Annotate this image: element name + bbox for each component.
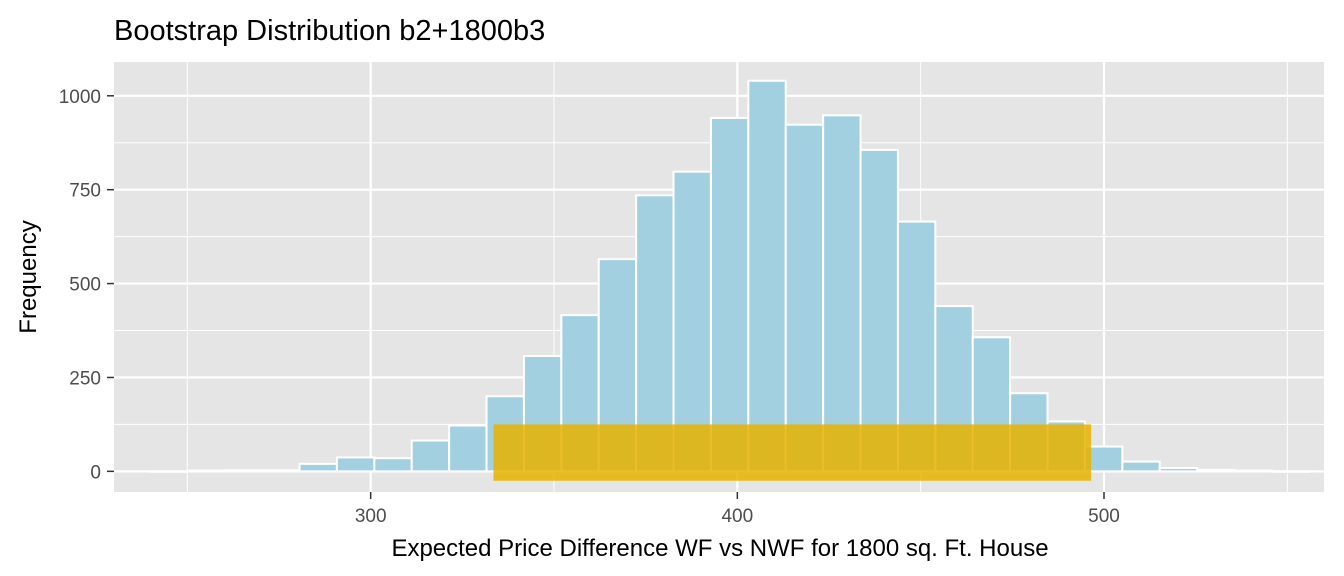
- histogram-bar: [261, 469, 301, 473]
- x-tick-label: 500: [1088, 506, 1120, 527]
- histogram-bar: [672, 170, 712, 473]
- histogram-bar: [1121, 460, 1161, 473]
- y-tick-label: 1000: [59, 87, 101, 108]
- histogram-bar: [784, 123, 825, 473]
- histogram-bar: [148, 470, 189, 473]
- histogram-bar: [709, 116, 750, 473]
- histogram-bar: [1270, 470, 1311, 473]
- histogram-bar: [298, 462, 338, 473]
- histogram-bar: [822, 114, 862, 473]
- y-tick-label: 750: [69, 181, 101, 202]
- y-axis-title: Frequency: [15, 220, 42, 333]
- histogram-bar: [859, 148, 899, 473]
- histogram-bar: [448, 424, 488, 473]
- confidence-interval-band: [493, 424, 1092, 481]
- y-axis: 0 250 500 750 1000: [59, 87, 114, 483]
- interval-rect: [493, 424, 1092, 481]
- histogram-bar: [186, 469, 226, 473]
- x-tick-label: 300: [355, 506, 387, 527]
- x-tick-label: 400: [721, 506, 753, 527]
- histogram-bar: [1158, 466, 1199, 473]
- histogram-bar: [747, 79, 787, 473]
- histogram-bar: [1196, 468, 1236, 473]
- histogram-bar: [223, 469, 264, 473]
- histogram-bar: [335, 456, 376, 473]
- histogram-bar: [1233, 469, 1273, 473]
- y-tick-label: 500: [69, 275, 101, 296]
- y-tick-label: 0: [90, 462, 101, 483]
- x-axis-title: Expected Price Difference WF vs NWF for …: [391, 535, 1048, 562]
- y-tick-label: 250: [69, 368, 101, 389]
- histogram-bar: [373, 457, 413, 473]
- chart-title: Bootstrap Distribution b2+1800b3: [114, 15, 545, 47]
- histogram-bar: [410, 439, 451, 473]
- x-axis: 300 400 500: [355, 492, 1120, 527]
